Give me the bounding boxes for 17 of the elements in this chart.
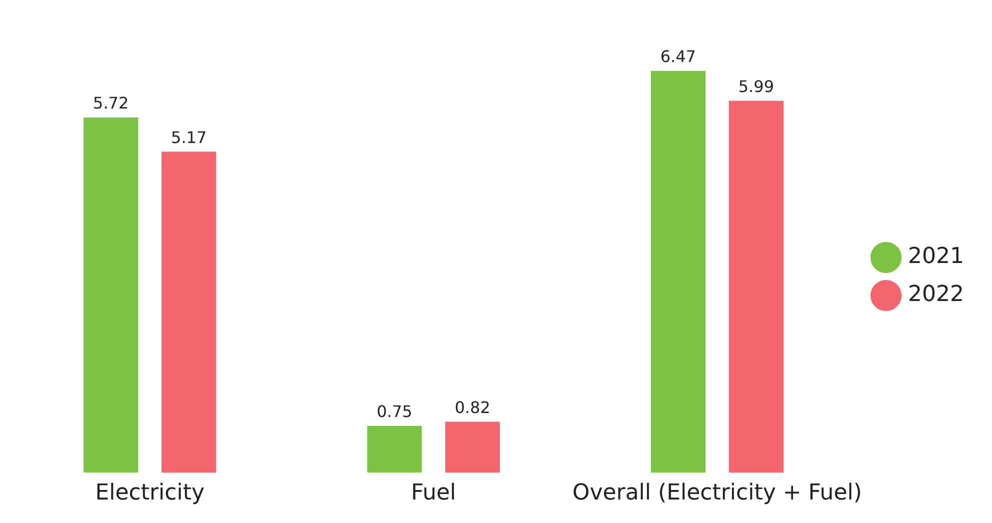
data-label: 5.17 — [171, 128, 207, 147]
data-label: 6.47 — [660, 47, 696, 66]
bar — [445, 422, 500, 473]
data-label: 0.75 — [376, 402, 412, 422]
bar — [650, 70, 706, 473]
data-label: 5.72 — [93, 94, 129, 113]
data-label: 5.99 — [738, 76, 774, 96]
data-label: 0.82 — [454, 398, 490, 417]
bar — [162, 152, 216, 473]
x-tick-label: Electricity — [95, 480, 204, 506]
x-tick-label: Overall (Electricity + Fuel) — [572, 480, 862, 506]
x-tick-label: Fuel — [410, 480, 456, 506]
bar — [367, 426, 422, 473]
legend-label: 2022 — [908, 282, 964, 308]
legend-label: 2021 — [908, 244, 964, 270]
bar — [84, 117, 138, 473]
bar — [728, 100, 784, 473]
